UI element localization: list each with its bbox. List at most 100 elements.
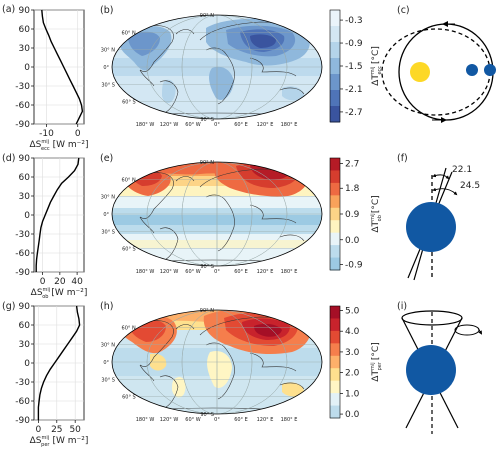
coastline-segment xyxy=(205,47,235,105)
profile-curve xyxy=(35,157,80,272)
map-lat-label: 60° N xyxy=(122,177,136,183)
orbit-diagram xyxy=(381,21,496,123)
map-anomaly-australia xyxy=(282,382,304,397)
coastline-segment xyxy=(175,324,195,330)
colorbar-segment xyxy=(330,393,340,407)
colorbar-tick-label: 2.7 xyxy=(345,160,359,170)
profile-x-axis-label: ΔSmij ecc [W m⁻²] xyxy=(29,139,88,152)
colorbar-tick-label: 2.0 xyxy=(345,369,360,379)
coastline-segment xyxy=(249,352,297,372)
map-lat-label: 0° xyxy=(103,212,109,218)
obliquity-diagram: 22.1 24.5 xyxy=(406,165,480,281)
profile-x-tick-label: 0 xyxy=(36,425,42,435)
panel-label-e: (e) xyxy=(100,153,113,164)
map-lat-label: 60° N xyxy=(122,325,136,331)
panel-label-d: (d) xyxy=(2,153,15,164)
map-anomaly-south-america xyxy=(162,79,176,104)
map-lat-label: 30° S xyxy=(101,377,115,383)
map-outline xyxy=(111,309,323,415)
profile-y-tick-label: 90 xyxy=(19,302,31,312)
map-lon-label: 120° E xyxy=(257,122,274,128)
map-lat-label: 60° N xyxy=(122,30,136,36)
map-anomaly-north-america-core xyxy=(128,31,160,56)
map-lon-label: 60° W xyxy=(185,269,200,275)
map-coastlines xyxy=(117,21,315,117)
colorbar-segment xyxy=(330,106,340,123)
coastline-segment xyxy=(249,204,297,224)
map-anomaly-eurasia-core xyxy=(254,323,282,337)
panel-label-i: (i) xyxy=(397,301,407,312)
coastline-segment xyxy=(159,375,179,408)
map-lat-label: 30° N xyxy=(101,343,115,349)
profile-y-tick-label: -60 xyxy=(15,101,30,111)
map-lon-label: 120° E xyxy=(257,417,274,423)
obliquity-angle-max: 24.5 xyxy=(460,181,480,191)
colorbar-segment xyxy=(330,158,340,171)
colorbar-segment xyxy=(330,405,340,419)
map-anomaly-eurasia-core xyxy=(250,34,276,48)
map-meridian xyxy=(146,15,288,119)
panel-label-g: (g) xyxy=(2,301,15,312)
profile-x-tick-label: 0 xyxy=(40,277,46,287)
profile-y-tick-label: -30 xyxy=(15,378,30,388)
profile-x-tick-label: 25 xyxy=(51,425,62,435)
profile-y-tick-label: 90 xyxy=(19,154,31,164)
colorbar-segment xyxy=(330,58,340,75)
coastline-segment xyxy=(139,69,155,87)
map-graticule xyxy=(112,162,322,266)
map-lon-label: 0° xyxy=(214,269,220,275)
map-lon-label: 60° E xyxy=(234,269,248,275)
precession-diagram xyxy=(401,310,483,434)
colorbar-segment xyxy=(330,195,340,209)
coastline-segment xyxy=(205,342,235,400)
profile-x-tick-label: 0 xyxy=(75,129,81,139)
profile-x-axis-label: ΔSmij per [W m⁻²] xyxy=(30,435,89,448)
profile-y-tick-label: 30 xyxy=(19,340,31,350)
colorbar-tick-label: 0.0 xyxy=(345,236,360,246)
earth-position-1 xyxy=(466,64,478,76)
map-outline xyxy=(111,14,323,120)
colorbar-frame xyxy=(329,305,341,419)
map-lat-label: 90° N xyxy=(200,13,214,19)
profile-y-tick-label: 60 xyxy=(19,173,31,183)
profile-plot-per: 90 60 30 0 -30 -60 -90 0 25 50 ΔSmij per [W m⁻²] xyxy=(15,302,88,448)
profile-y-tick-label: -30 xyxy=(15,230,30,240)
map-lon-label: 180° W xyxy=(136,269,155,275)
map-lat-label: 30° S xyxy=(101,82,115,88)
coastline-segment xyxy=(279,87,305,95)
map-lat-label: 30° S xyxy=(101,229,115,235)
map-lat-label: 90° S xyxy=(200,264,214,270)
profile-x-tick-label: 40 xyxy=(71,277,83,287)
map-anomaly-africa xyxy=(207,350,232,388)
profile-y-tick-label: 60 xyxy=(19,321,31,331)
map-lon-label: 0° xyxy=(214,122,220,128)
profile-x-tick-label: 20 xyxy=(54,277,66,287)
colorbar-tick-label: -2.7 xyxy=(345,108,363,118)
profile-y-tick-label: 0 xyxy=(24,211,30,221)
earth xyxy=(406,345,456,395)
map-meridian xyxy=(146,162,288,266)
map-lon-label: 120° W xyxy=(160,417,179,423)
map-lon-label: 120° E xyxy=(257,269,274,275)
profile-y-tick-label: -90 xyxy=(15,120,30,130)
colorbar-tick-label: 0.0 xyxy=(345,410,360,420)
colorbar-segment xyxy=(330,368,340,382)
colorbar-segment xyxy=(330,220,340,234)
coastline-segment xyxy=(175,29,195,35)
profile-y-tick-label: 30 xyxy=(19,192,31,202)
map-lat-label: 90° N xyxy=(200,160,214,166)
map-lon-label: 0° xyxy=(214,417,220,423)
colorbar-segment xyxy=(330,343,340,357)
map-lon-label: 180° W xyxy=(136,417,155,423)
colorbar-label: ΔTmijper[°C] xyxy=(370,342,383,381)
map-lon-label: 180° E xyxy=(281,122,298,128)
colorbar-segment xyxy=(330,10,340,27)
map-anomaly-south-america xyxy=(172,377,186,398)
map-lon-label: 60° E xyxy=(234,122,248,128)
rotation-arrow-head xyxy=(477,327,483,335)
colorbar-segment xyxy=(330,380,340,394)
profile-x-tick-label: 50 xyxy=(69,425,81,435)
map-lon-label: 60° E xyxy=(234,417,248,423)
colorbar-ecc: -0.3 -0.9 -1.5 -2.1 -2.7 ΔTmijecc[°C] xyxy=(329,9,383,123)
coastline-segment xyxy=(249,57,297,77)
